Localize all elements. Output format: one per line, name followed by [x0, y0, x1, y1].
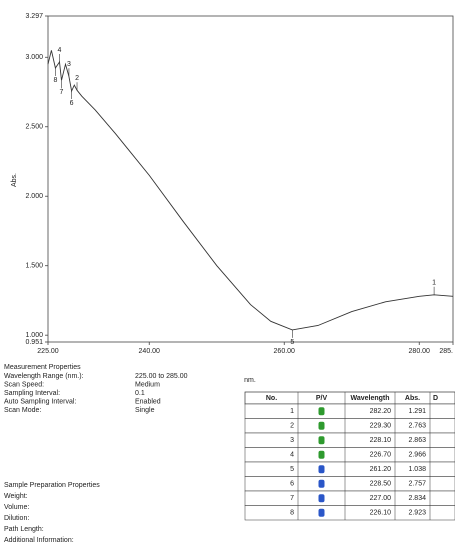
y-tick-label: 3.297	[25, 13, 43, 20]
property-label: Scan Speed:	[4, 381, 44, 388]
x-tick-label: 260.00	[274, 348, 296, 355]
property-label: Path Length:	[4, 526, 44, 533]
pv-icon	[318, 508, 325, 517]
row-number: 4	[290, 452, 294, 459]
peak-number: 1	[432, 280, 436, 287]
absorbance: 2.763	[408, 423, 426, 430]
wavelength: 226.70	[370, 452, 392, 459]
property-label: Additional Information:	[4, 537, 74, 544]
wavelength: 282.20	[370, 408, 392, 415]
pv-icon	[318, 465, 325, 474]
property-label: Sampling Interval:	[4, 390, 60, 397]
table-header: Wavelength	[350, 395, 389, 402]
pv-icon	[318, 450, 325, 459]
property-value: Single	[135, 407, 155, 414]
wavelength: 227.00	[370, 495, 392, 502]
absorbance: 2.923	[408, 510, 426, 517]
property-label: Wavelength Range (nm.):	[4, 373, 84, 380]
table-header: Abs.	[405, 395, 420, 402]
section-title: Sample Preparation Properties	[4, 482, 100, 489]
property-value: Medium	[135, 381, 160, 388]
wavelength: 261.20	[370, 466, 392, 473]
property-label: Volume:	[4, 504, 29, 511]
row-number: 7	[290, 495, 294, 502]
property-value: 0.1	[135, 390, 145, 397]
wavelength: 228.10	[370, 437, 392, 444]
peak-number: 3	[67, 61, 71, 68]
y-tick-label: 2.500	[25, 124, 43, 131]
property-label: Auto Sampling Interval:	[4, 399, 76, 406]
x-axis-label: nm.	[244, 377, 256, 384]
wavelength: 229.30	[370, 423, 392, 430]
y-tick-label: 2.000	[25, 193, 43, 200]
wavelength: 226.10	[370, 510, 392, 517]
peak-number: 8	[53, 77, 57, 84]
y-tick-label: 1.000	[25, 332, 43, 339]
peak-number: 5	[290, 339, 294, 346]
spectrum-line	[47, 50, 454, 331]
table-header: D	[433, 395, 438, 402]
peak-number: 4	[58, 47, 62, 54]
property-label: Dilution:	[4, 515, 29, 522]
peak-number: 2	[75, 75, 79, 82]
pv-icon	[318, 494, 325, 503]
row-number: 6	[290, 481, 294, 488]
absorbance: 2.757	[408, 481, 426, 488]
property-value: 225.00 to 285.00	[135, 373, 188, 380]
x-tick-label: 280.00	[409, 348, 431, 355]
pv-icon	[318, 479, 325, 488]
plot-frame	[47, 15, 454, 343]
row-number: 2	[290, 423, 294, 430]
row-number: 5	[290, 466, 294, 473]
row-number: 1	[290, 408, 294, 415]
y-tick-label: 3.000	[25, 54, 43, 61]
property-label: Weight:	[4, 493, 28, 500]
x-tick-label: 285.	[439, 348, 453, 355]
table-row	[244, 505, 455, 521]
wavelength: 228.50	[370, 481, 392, 488]
pv-icon	[318, 421, 325, 430]
property-value: Enabled	[135, 399, 161, 406]
x-tick-label: 225.00	[37, 348, 59, 355]
absorbance: 2.966	[408, 452, 426, 459]
peak-number: 7	[60, 89, 64, 96]
row-number: 8	[290, 510, 294, 517]
absorbance: 1.038	[408, 466, 426, 473]
y-axis-label: Abs.	[11, 173, 18, 187]
absorbance: 2.834	[408, 495, 426, 502]
property-label: Scan Mode:	[4, 407, 41, 414]
y-tick-label: 0.951	[25, 339, 43, 346]
table-header: P/V	[316, 395, 328, 402]
absorbance: 1.291	[408, 408, 426, 415]
pv-icon	[318, 407, 325, 416]
row-number: 3	[290, 437, 294, 444]
table-header: No.	[266, 395, 277, 402]
x-tick-label: 240.00	[139, 348, 161, 355]
y-tick-label: 1.500	[25, 263, 43, 270]
section-title: Measurement Properties	[4, 364, 81, 371]
pv-icon	[318, 436, 325, 445]
peak-number: 6	[70, 100, 74, 107]
absorbance: 2.863	[408, 437, 426, 444]
